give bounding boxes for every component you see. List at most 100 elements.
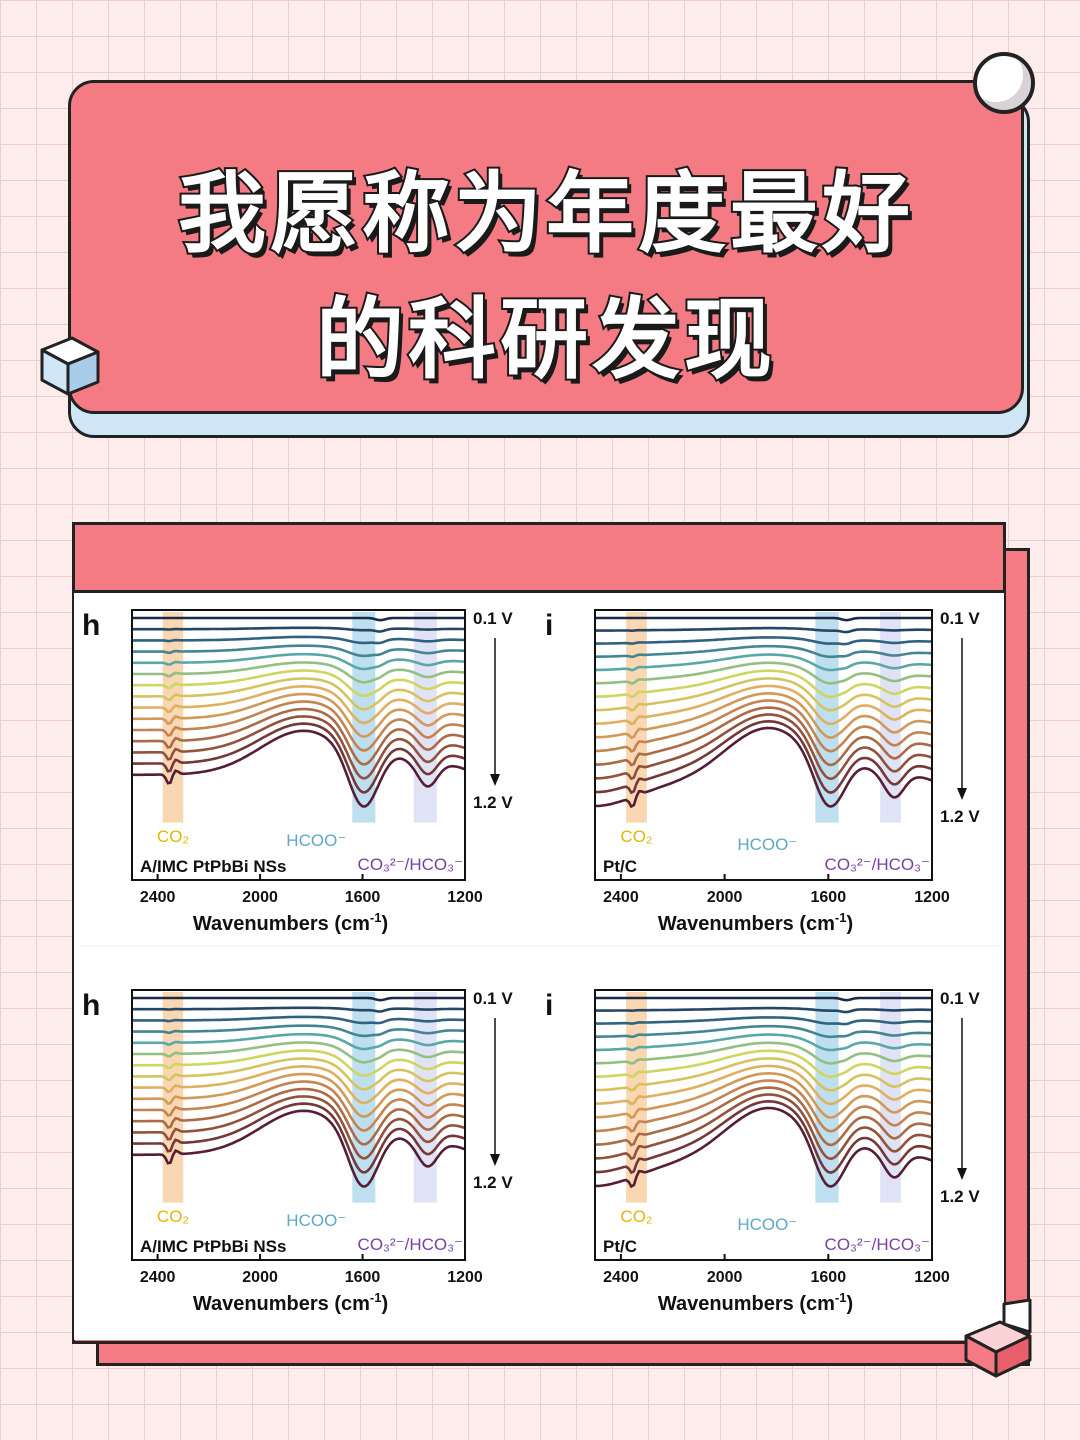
spectrum-trace xyxy=(132,1032,466,1051)
spectrum-trace xyxy=(595,699,933,753)
arrow-head xyxy=(957,788,967,800)
spectrum-trace xyxy=(132,677,466,711)
spectrum-trace xyxy=(132,1015,466,1025)
plot-frame xyxy=(594,989,933,1261)
x-tick-label: 2000 xyxy=(242,1269,278,1286)
panel-letter: i xyxy=(545,609,553,642)
spectrum-trace xyxy=(595,1071,933,1119)
circle-decoration xyxy=(973,52,1035,114)
x-tick-label: 1600 xyxy=(345,1269,381,1286)
x-tick-label: 2000 xyxy=(707,889,743,906)
spectrum-trace xyxy=(132,635,466,645)
title-line-2: 的科研发现 xyxy=(314,286,776,393)
spectrum-trace xyxy=(132,652,466,671)
cube-icon-pink xyxy=(964,1298,1032,1378)
x-tick-label: 1200 xyxy=(447,1269,483,1286)
x-tick-label: 2000 xyxy=(242,889,278,906)
spectrum-trace xyxy=(594,1064,933,1106)
cube-icon xyxy=(40,336,100,396)
spectrum-trace xyxy=(132,722,466,794)
potential-start-label: 0.1 V xyxy=(940,609,980,628)
spectrum-trace xyxy=(132,1006,465,1013)
spectrum-trace xyxy=(595,996,932,1002)
band-label-co2: CO₂ xyxy=(157,827,189,846)
spectrum-trace xyxy=(132,626,465,633)
spectrum-trace xyxy=(595,636,933,646)
band-label-co2: CO₂ xyxy=(620,1207,652,1226)
plot-frame xyxy=(594,609,933,881)
title-line-1: 我愿称为年度最好 xyxy=(176,160,914,267)
spectrum-trace xyxy=(132,684,466,725)
spectrum-trace xyxy=(595,706,933,767)
potential-start-label: 0.1 V xyxy=(473,609,513,628)
x-axis-label: Wavenumbers (cm-1) xyxy=(193,1290,388,1315)
spectrum-trace xyxy=(132,1102,466,1174)
spectrum-trace xyxy=(594,1106,933,1189)
spectrum-trace xyxy=(132,1024,466,1038)
spectrum-trace xyxy=(595,626,932,634)
band-label-co2: CO₂ xyxy=(620,827,652,846)
band-label-hcoo: HCOO⁻ xyxy=(737,1215,797,1234)
x-axis-label: Wavenumbers (cm-1) xyxy=(658,910,853,935)
spectrum-trace xyxy=(595,1033,933,1052)
spectrum-trace xyxy=(132,1095,466,1160)
spectrum-trace xyxy=(595,661,933,685)
spectrum-trace xyxy=(132,729,466,808)
x-axis-label: Wavenumbers (cm-1) xyxy=(193,910,388,935)
potential-end-label: 1.2 V xyxy=(940,807,980,826)
x-tick-label: 1200 xyxy=(447,889,483,906)
spectrum-trace xyxy=(595,1016,933,1026)
potential-end-label: 1.2 V xyxy=(940,1187,980,1206)
chart-panel-1: 2400 2000 1600 1200 Wavenumbers (cm-1) h 0.1 V… xyxy=(82,609,513,935)
spectrum-trace xyxy=(595,677,933,712)
spectrum-trace xyxy=(132,1064,466,1105)
x-tick-label: 1200 xyxy=(914,889,950,906)
spectrum-trace xyxy=(595,713,933,781)
spectrum-trace xyxy=(132,996,465,1002)
sample-label: A/IMC PtPbBi NSs xyxy=(140,857,286,876)
spectrum-trace xyxy=(132,1041,466,1064)
spectrum-trace xyxy=(595,691,933,739)
plot-frame xyxy=(131,609,466,881)
band-2 xyxy=(352,992,376,1203)
sample-label: A/IMC PtPbBi NSs xyxy=(140,1237,286,1256)
x-tick-label: 1600 xyxy=(811,889,847,906)
spectrum-trace xyxy=(595,1041,933,1065)
band-label-hcoo: HCOO⁻ xyxy=(286,831,346,850)
spectrum-trace xyxy=(132,616,465,622)
spectrum-trace xyxy=(132,1080,466,1132)
x-tick-label: 2400 xyxy=(603,889,639,906)
spectrum-trace xyxy=(595,719,933,795)
spectrum-trace xyxy=(132,700,466,752)
spectrum-trace xyxy=(132,669,466,697)
band-label-carbonate: CO₃²⁻/HCO₃⁻ xyxy=(825,855,930,874)
x-tick-label: 2400 xyxy=(140,889,176,906)
title-card: 我愿称为年度最好 的科研发现 xyxy=(68,80,1024,414)
arrow-head xyxy=(490,774,500,786)
spectrum-trace xyxy=(595,644,933,659)
spectrum-trace xyxy=(132,1049,466,1077)
spectrum-trace xyxy=(595,1079,933,1133)
spectrum-trace xyxy=(594,726,933,809)
spectrum-trace xyxy=(132,1087,466,1146)
band-2 xyxy=(352,612,376,823)
spectrum-trace xyxy=(595,1049,933,1079)
x-tick-label: 1600 xyxy=(811,1269,847,1286)
spectrum-trace xyxy=(132,715,466,780)
spectrum-trace xyxy=(132,1109,466,1188)
spectrum-trace xyxy=(132,644,466,658)
spectrum-trace xyxy=(595,669,933,699)
spectrum-trace xyxy=(595,1024,933,1039)
sample-label: Pt/C xyxy=(603,857,637,876)
spectrum-trace xyxy=(595,1099,933,1175)
arrow-head xyxy=(957,1168,967,1180)
potential-start-label: 0.1 V xyxy=(940,989,980,1008)
spectrum-trace xyxy=(595,653,933,672)
x-tick-label: 1200 xyxy=(914,1269,950,1286)
spectrum-trace xyxy=(595,1093,933,1161)
potential-end-label: 1.2 V xyxy=(473,793,513,812)
x-tick-label: 2400 xyxy=(140,1269,176,1286)
band-label-carbonate: CO₃²⁻/HCO₃⁻ xyxy=(358,1235,463,1254)
panel-letter: h xyxy=(82,989,100,1022)
